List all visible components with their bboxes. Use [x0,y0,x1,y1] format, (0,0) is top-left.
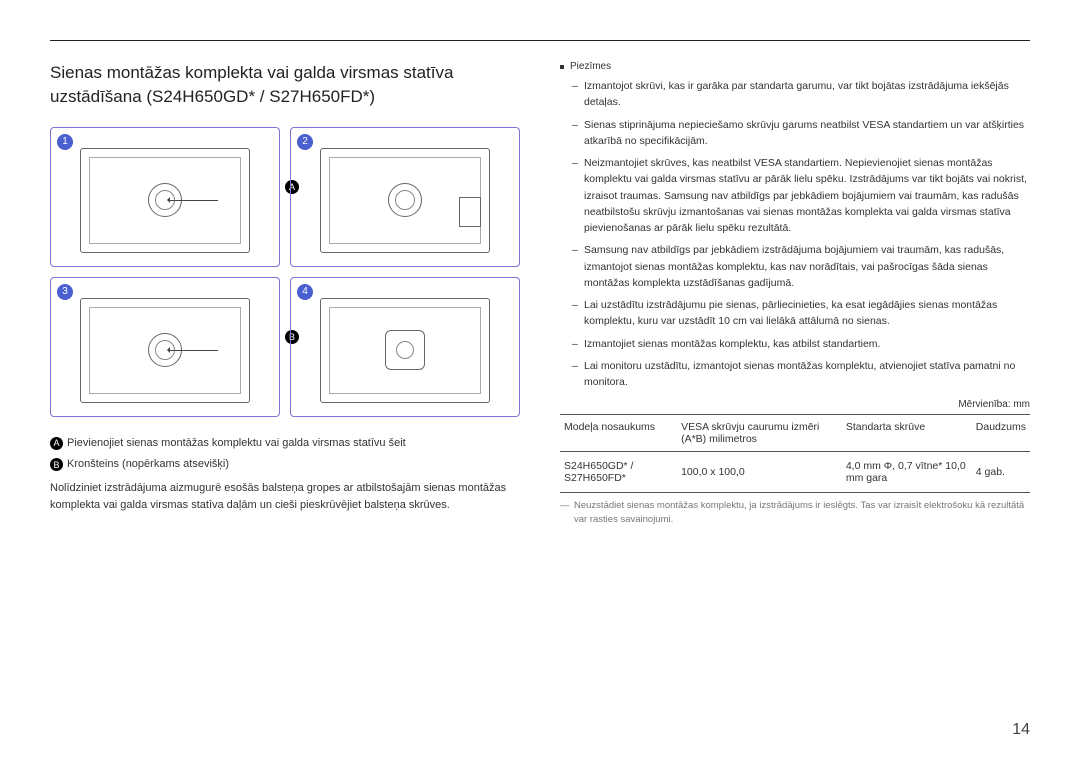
note-item: Izmantojiet sienas montāžas komplektu, k… [574,336,1030,352]
note-item: Sienas stiprinājuma nepieciešamo skrūvju… [574,117,1030,150]
notes-list: Izmantojot skrūvi, kas ir garāka par sta… [560,78,1030,391]
diagram-panel-1: 1 A [50,127,280,267]
arrow-icon [168,200,218,201]
note-item: Izmantojot skrūvi, kas ir garāka par sta… [574,78,1030,111]
monitor-outline [320,298,490,403]
th-model: Modeļa nosaukums [560,414,677,451]
td-screw: 4,0 mm Φ, 0,7 vītne* 10,0 mm gara [842,451,972,492]
panel-number-4: 4 [297,284,313,300]
panel-number-3: 3 [57,284,73,300]
top-rule [50,40,1030,41]
diagram-panel-2: 2 [290,127,520,267]
footnote: Neuzstādiet sienas montāžas komplektu, j… [560,499,1030,528]
td-vesa: 100,0 x 100,0 [677,451,842,492]
diagram-panel-4: 4 [290,277,520,417]
callout-note-a: A Pievienojiet sienas montāžas komplektu… [50,435,520,453]
arrow-icon [168,350,218,351]
note-item: Samsung nav atbildīgs par jebkādiem izst… [574,242,1030,291]
callout-note-b-text: Kronšteins (nopērkams atsevišķi) [67,456,229,474]
right-column: Piezīmes Izmantojot skrūvi, kas ir garāk… [560,61,1030,527]
panel-number-2: 2 [297,134,313,150]
page-title: Sienas montāžas komplekta vai galda virs… [50,61,520,109]
mount-plate-icon [385,330,425,370]
circle-a-icon: A [50,437,63,450]
monitor-outline [320,148,490,253]
unit-label: Mērvienība: mm [560,399,1030,410]
th-screw: Standarta skrūve [842,414,972,451]
diagram-panel-3: 3 B [50,277,280,417]
td-qty: 4 gab. [972,451,1030,492]
table-row: S24H650GD* / S27H650FD* 100,0 x 100,0 4,… [560,451,1030,492]
callout-note-a-text: Pievienojiet sienas montāžas komplektu v… [67,435,406,453]
monitor-outline [80,148,250,253]
bracket-icon [459,197,481,227]
note-item: Lai monitoru uzstādītu, izmantojot siena… [574,358,1030,391]
page-number: 14 [1012,721,1030,739]
note-item: Neizmantojiet skrūves, kas neatbilst VES… [574,155,1030,236]
diagram-grid: 1 A 2 3 B [50,127,520,417]
left-body-text: Nolīdziniet izstrādājuma aizmugurē esošā… [50,480,520,515]
two-column-layout: Sienas montāžas komplekta vai galda virs… [50,61,1030,527]
td-model: S24H650GD* / S27H650FD* [560,451,677,492]
th-vesa: VESA skrūvju caurumu izmēri (A*B) milime… [677,414,842,451]
left-column: Sienas montāžas komplekta vai galda virs… [50,61,520,527]
panel-number-1: 1 [57,134,73,150]
spec-table: Modeļa nosaukums VESA skrūvju caurumu iz… [560,414,1030,493]
note-item: Lai uzstādītu izstrādājumu pie sienas, p… [574,297,1030,330]
mount-circle-icon [388,183,422,217]
callout-note-b: B Kronšteins (nopērkams atsevišķi) [50,456,520,474]
notes-heading: Piezīmes [560,61,1030,72]
th-qty: Daudzums [972,414,1030,451]
monitor-outline [80,298,250,403]
circle-b-icon: B [50,458,63,471]
